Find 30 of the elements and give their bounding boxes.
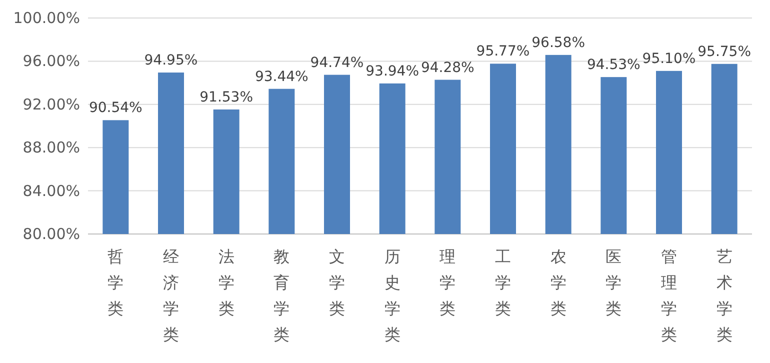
x-tick-label: 法学类 <box>218 247 234 318</box>
data-label: 90.54% <box>88 100 142 116</box>
y-tick-label: 84.00% <box>22 182 80 200</box>
y-tick-label: 100.00% <box>13 9 80 27</box>
data-label: 93.94% <box>366 63 420 80</box>
x-tick-label: 历史学类 <box>384 247 400 344</box>
data-label: 91.53% <box>200 89 254 106</box>
x-tick-label: 哲学类 <box>108 247 124 318</box>
x-tick-label: 农学类 <box>550 247 566 318</box>
y-tick-label: 92.00% <box>22 95 80 114</box>
y-tick-label: 96.00% <box>22 52 80 70</box>
data-label: 95.77% <box>476 44 530 60</box>
x-tick-label: 工学类 <box>495 247 511 318</box>
x-tick-label: 艺术学类 <box>716 247 732 344</box>
x-tick-label: 经济学类 <box>163 247 179 344</box>
data-label: 94.28% <box>420 60 474 76</box>
data-label: 94.95% <box>144 52 198 69</box>
x-tick-label: 管理学类 <box>661 247 677 344</box>
y-tick-label: 80.00% <box>22 225 80 243</box>
x-tick-label: 医学类 <box>606 247 622 318</box>
data-label: 94.53% <box>586 57 640 74</box>
x-tick-label: 理学类 <box>440 247 456 318</box>
data-label: 95.10% <box>642 50 696 67</box>
data-label: 96.58% <box>532 34 586 51</box>
data-label: 94.74% <box>310 54 364 71</box>
x-tick-label: 教育学类 <box>274 247 290 344</box>
y-tick-label: 88.00% <box>22 138 80 157</box>
data-label: 95.75% <box>698 44 752 60</box>
data-label: 93.44% <box>254 68 308 85</box>
x-tick-label: 文学类 <box>329 247 345 318</box>
